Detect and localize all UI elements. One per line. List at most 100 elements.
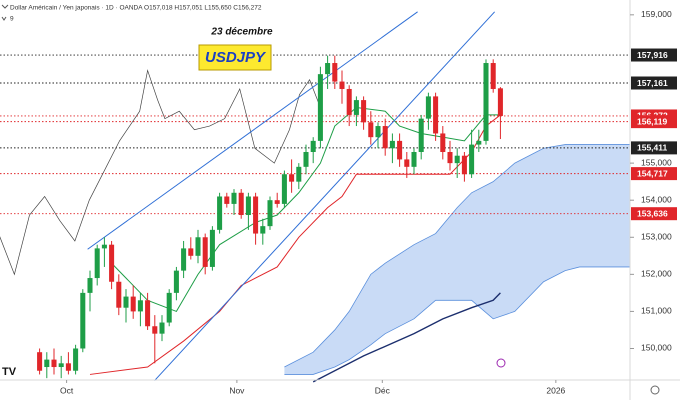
price-label: 154,717 xyxy=(637,168,668,178)
candle-body xyxy=(159,322,165,334)
candle-body xyxy=(80,292,86,349)
candle-body xyxy=(281,174,287,204)
price-label-box xyxy=(631,207,677,221)
candle-body xyxy=(202,237,208,267)
candle-body xyxy=(65,363,71,371)
candle-body xyxy=(433,96,439,134)
candle-body xyxy=(375,126,381,138)
candle-body xyxy=(145,300,151,327)
y-tick-label: 154,000 xyxy=(641,194,672,204)
candle-body xyxy=(224,196,230,204)
candle-body xyxy=(267,200,273,227)
candle-body xyxy=(94,248,100,279)
indicator-line xyxy=(0,69,323,276)
candle-body xyxy=(253,196,259,234)
candle-body xyxy=(37,352,43,371)
candle-body xyxy=(296,166,302,182)
price-label-box xyxy=(631,76,677,90)
candle-body xyxy=(476,140,482,145)
candle-body xyxy=(303,152,309,167)
candle-body xyxy=(58,363,64,368)
candle-body xyxy=(44,359,50,368)
cloud-upper xyxy=(284,144,630,368)
candle-body xyxy=(418,118,424,152)
trendline xyxy=(87,11,418,250)
price-label: 157,161 xyxy=(637,78,668,88)
x-tick-label: Nov xyxy=(229,385,245,395)
candle-body xyxy=(116,281,122,308)
candle-body xyxy=(101,244,107,249)
candle-body xyxy=(346,88,352,115)
candle-body xyxy=(317,74,323,141)
candle-body xyxy=(51,359,57,368)
price-label-box xyxy=(631,141,677,155)
candle-body xyxy=(332,63,338,82)
candle-body xyxy=(339,81,345,89)
trendline xyxy=(154,11,496,381)
candle-body xyxy=(425,96,431,119)
candle-body xyxy=(490,63,496,89)
x-tick-label: 2026 xyxy=(546,385,565,395)
candle-body xyxy=(152,326,158,334)
candle-body xyxy=(447,152,453,164)
candle-body xyxy=(353,100,359,115)
symbol-label: USDJPY xyxy=(205,49,267,66)
candle-body xyxy=(404,159,410,167)
y-tick-label: 153,000 xyxy=(641,232,672,242)
candle-body xyxy=(389,140,395,149)
candle-body xyxy=(260,226,266,234)
candle-body xyxy=(73,348,79,371)
y-tick-label: 159,000 xyxy=(641,9,672,19)
price-label-box xyxy=(631,167,677,181)
candle-body xyxy=(497,88,503,116)
candle-body xyxy=(231,192,237,204)
y-tick-label: 155,000 xyxy=(641,157,672,167)
candle-body xyxy=(483,63,489,141)
settings-icon[interactable] xyxy=(650,385,660,395)
axes: 159,000 155,000 154,000 153,000 152,000 151,0… xyxy=(60,9,677,395)
candle-body xyxy=(440,133,446,152)
indicator-line xyxy=(312,292,501,383)
x-tick-label: Déc xyxy=(375,385,391,395)
price-label: 156,119 xyxy=(637,116,668,126)
candle-body xyxy=(368,122,374,138)
y-tick-label: 152,000 xyxy=(641,269,672,279)
y-tick-label: 151,000 xyxy=(641,306,672,316)
candle-body xyxy=(109,244,115,282)
logo[interactable]: TV xyxy=(2,366,17,378)
candle-body xyxy=(411,152,417,167)
candle-body xyxy=(181,248,187,271)
symbol-box xyxy=(198,44,272,71)
x-tick-label: Oct xyxy=(60,385,74,395)
candle-body xyxy=(382,126,388,149)
candle-body xyxy=(195,237,201,256)
indicator-toggle[interactable] xyxy=(1,16,7,21)
price-label: 153,636 xyxy=(637,208,668,218)
cloud-lower xyxy=(284,266,630,375)
indicator-count[interactable]: 9 xyxy=(10,16,14,23)
candle-body xyxy=(123,296,129,308)
event-icon[interactable] xyxy=(496,358,506,368)
price-label-box xyxy=(631,115,677,129)
candle-body xyxy=(217,196,223,230)
candle-body xyxy=(454,155,460,164)
candle-body xyxy=(238,192,244,216)
candle-body xyxy=(209,229,215,267)
chart-header: Dollar Américain / Yen japonais · 1D · O… xyxy=(10,5,262,12)
indicator-line xyxy=(111,106,501,313)
candle-body xyxy=(137,300,143,312)
annotation-date: 23 décembre xyxy=(210,27,273,38)
price-label: 155,411 xyxy=(637,143,668,153)
collapse-icon[interactable] xyxy=(1,4,9,9)
candle-body xyxy=(289,174,295,182)
candle-body xyxy=(130,296,136,312)
candle-body xyxy=(325,63,331,75)
candle-body xyxy=(166,292,172,323)
y-tick-label: 150,000 xyxy=(641,343,672,353)
candle-body xyxy=(245,196,251,216)
candle-body xyxy=(274,200,280,204)
candle-body xyxy=(361,100,367,123)
candle-body xyxy=(188,248,194,256)
candle-body xyxy=(310,140,316,152)
